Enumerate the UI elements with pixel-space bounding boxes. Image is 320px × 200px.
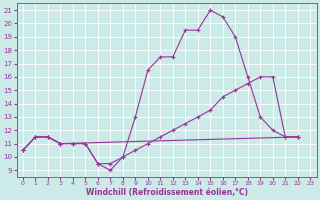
X-axis label: Windchill (Refroidissement éolien,°C): Windchill (Refroidissement éolien,°C) [85, 188, 248, 197]
